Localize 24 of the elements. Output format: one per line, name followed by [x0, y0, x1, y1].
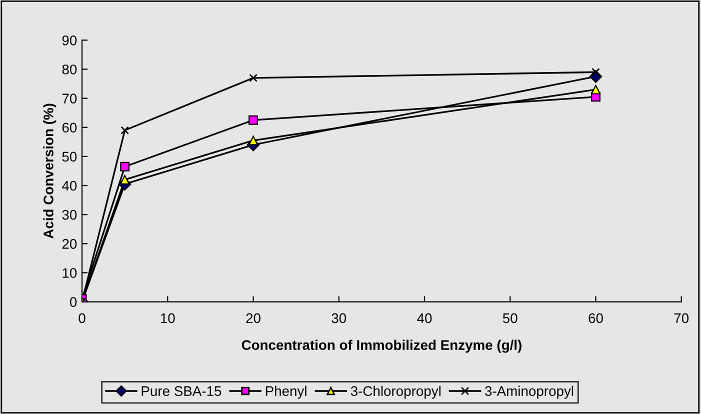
- y-tick-label: 0: [70, 297, 77, 307]
- y-tick-label: 10: [62, 268, 77, 278]
- legend-label: 3-Aminopropyl: [484, 386, 574, 399]
- y-axis-title: Acid Conversion (%): [43, 104, 56, 239]
- x-tick-label: 70: [674, 313, 689, 324]
- x-tick-label: 50: [502, 313, 518, 324]
- y-tick-label: 70: [62, 94, 77, 104]
- legend-label: Pure SBA-15: [142, 386, 222, 396]
- x-tick-label: 40: [417, 313, 432, 324]
- y-tick-label: 30: [62, 210, 77, 220]
- x-tick-label: 10: [160, 313, 175, 324]
- y-tick-label: 90: [62, 35, 77, 46]
- y-tick-label: 80: [62, 64, 77, 74]
- x-tick-label: 0: [78, 313, 86, 324]
- x-tick-label: 30: [332, 313, 346, 324]
- legend-label: Phenyl: [266, 386, 306, 399]
- y-tick-label: 20: [62, 238, 77, 249]
- x-tick-label: 60: [588, 313, 603, 324]
- y-tick-label: 50: [62, 152, 77, 162]
- legend-label: 3-Chloropropyl: [350, 386, 440, 399]
- x-tick-label: 20: [246, 313, 260, 324]
- y-tick-label: 40: [62, 180, 77, 191]
- x-axis-title: Concentration of Immobilized Enzyme (g/l): [242, 340, 522, 353]
- y-tick-label: 60: [62, 122, 77, 133]
